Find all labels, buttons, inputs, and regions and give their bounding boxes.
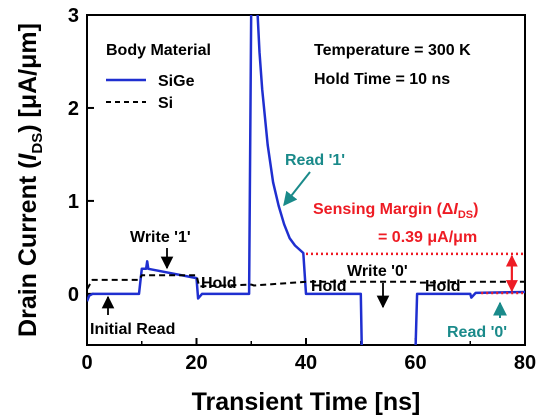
- legend: Body Material SiGe Si: [106, 42, 211, 112]
- annotation-hold3: Hold: [425, 278, 461, 295]
- annotation-hold2: Hold: [311, 278, 347, 295]
- legend-label-sige: SiGe: [158, 73, 195, 90]
- temperature-label: Temperature = 300 K: [314, 42, 471, 59]
- axis-ticks: 0 20 40 60 80 0 1 2 3: [68, 5, 536, 374]
- x-tick-label: 60: [404, 352, 426, 374]
- legend-title: Body Material: [106, 42, 211, 59]
- x-tick-label: 20: [185, 352, 207, 374]
- sensing-margin-value: = 0.39 μA/μm: [378, 229, 477, 246]
- y-tick-label: 3: [68, 5, 79, 27]
- annotation-hold1: Hold: [201, 275, 237, 292]
- hold-time-label: Hold Time = 10 ns: [314, 71, 450, 88]
- x-tick-label: 80: [514, 352, 536, 374]
- sensing-margin-label: Sensing Margin (ΔIDS): [313, 201, 478, 221]
- x-tick-label: 40: [295, 352, 317, 374]
- plot-frame: [86, 14, 526, 346]
- annotation-initial-read: Initial Read: [90, 321, 175, 338]
- x-axis-title: Transient Time [ns]: [192, 388, 421, 416]
- sensing-margin-markers: [306, 252, 523, 295]
- series-line-sige: [87, 15, 525, 345]
- y-axis-title: Drain Current (IDS) [μA/μm]: [14, 23, 46, 337]
- series-line-si: [87, 274, 525, 290]
- series-layer: [87, 15, 525, 345]
- legend-label-si: Si: [158, 95, 173, 112]
- y-tick-label: 1: [68, 191, 79, 213]
- annotation-write1: Write '1': [130, 229, 191, 246]
- annotation-write0: Write '0': [347, 263, 408, 280]
- read1-arrow: [283, 171, 311, 207]
- y-tick-label: 0: [68, 284, 79, 306]
- x-tick-label: 0: [81, 352, 92, 374]
- annotation-read1: Read '1': [285, 152, 345, 169]
- annotation-read0: Read '0': [447, 324, 507, 341]
- y-tick-label: 2: [68, 98, 79, 120]
